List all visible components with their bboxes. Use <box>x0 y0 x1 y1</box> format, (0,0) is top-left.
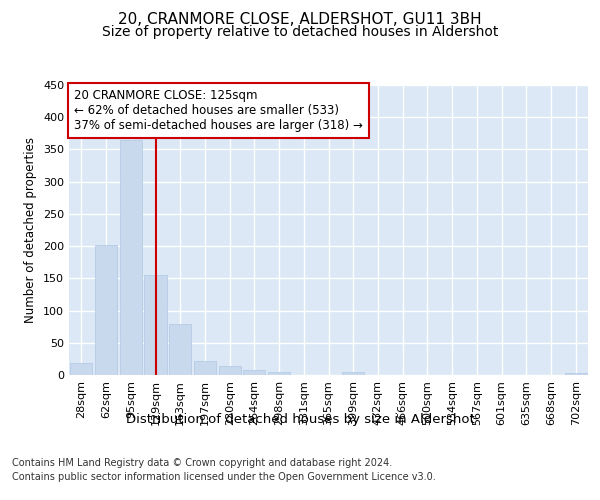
Text: Contains public sector information licensed under the Open Government Licence v3: Contains public sector information licen… <box>12 472 436 482</box>
Bar <box>169 324 191 375</box>
Bar <box>145 275 167 375</box>
Bar <box>218 366 241 375</box>
Bar <box>565 373 587 375</box>
Text: Size of property relative to detached houses in Aldershot: Size of property relative to detached ho… <box>102 25 498 39</box>
Bar <box>119 140 142 375</box>
Text: Contains HM Land Registry data © Crown copyright and database right 2024.: Contains HM Land Registry data © Crown c… <box>12 458 392 468</box>
Bar <box>70 364 92 375</box>
Text: 20 CRANMORE CLOSE: 125sqm
← 62% of detached houses are smaller (533)
37% of semi: 20 CRANMORE CLOSE: 125sqm ← 62% of detac… <box>74 90 363 132</box>
Y-axis label: Number of detached properties: Number of detached properties <box>25 137 37 323</box>
Bar <box>194 361 216 375</box>
Bar <box>243 370 265 375</box>
Bar <box>268 372 290 375</box>
Text: 20, CRANMORE CLOSE, ALDERSHOT, GU11 3BH: 20, CRANMORE CLOSE, ALDERSHOT, GU11 3BH <box>118 12 482 28</box>
Bar <box>95 245 117 375</box>
Bar <box>342 372 364 375</box>
Text: Distribution of detached houses by size in Aldershot: Distribution of detached houses by size … <box>125 412 475 426</box>
